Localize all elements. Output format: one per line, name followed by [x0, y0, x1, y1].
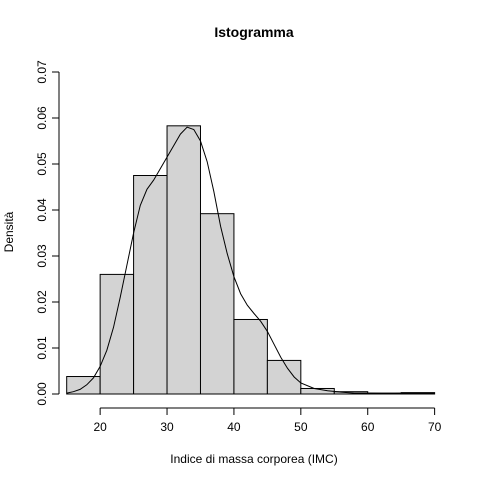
density-curve-group: [66, 126, 435, 395]
histogram-bar: [199, 213, 235, 395]
histogram-bar: [266, 359, 302, 395]
histogram-bar: [66, 376, 101, 395]
x-tick-label: 50: [294, 420, 308, 434]
histogram-bar: [133, 175, 168, 395]
x-tick-label: 60: [361, 420, 375, 434]
y-tick-label: 0.03: [35, 244, 49, 268]
y-tick-label: 0.05: [35, 152, 49, 176]
x-axis: 20 30 40 50 60 70: [93, 407, 442, 434]
y-tick-label: 0.06: [35, 106, 49, 130]
histogram-bar: [99, 273, 135, 395]
chart-title: Istogramma: [214, 24, 294, 40]
x-tick-label: 20: [93, 420, 107, 434]
y-axis: 0.00 0.01 0.02 0.03 0.04 0.05 0.06 0.07: [35, 60, 60, 406]
y-tick-label: 0.01: [35, 336, 49, 360]
x-tick-label: 30: [160, 420, 174, 434]
histogram-bars: [66, 125, 436, 395]
y-tick-label: 0.07: [35, 60, 49, 84]
x-tick-label: 40: [227, 420, 241, 434]
y-tick-label: 0.00: [35, 382, 49, 406]
y-tick-label: 0.04: [35, 198, 49, 222]
histogram-bar: [166, 125, 201, 395]
density-curve: [66, 126, 435, 395]
histogram-bar: [233, 318, 268, 395]
y-axis-label: Densità: [2, 211, 16, 252]
x-tick-label: 70: [428, 420, 442, 434]
y-tick-label: 0.02: [35, 290, 49, 314]
x-axis-label: Indice di massa corporea (IMC): [170, 452, 337, 466]
